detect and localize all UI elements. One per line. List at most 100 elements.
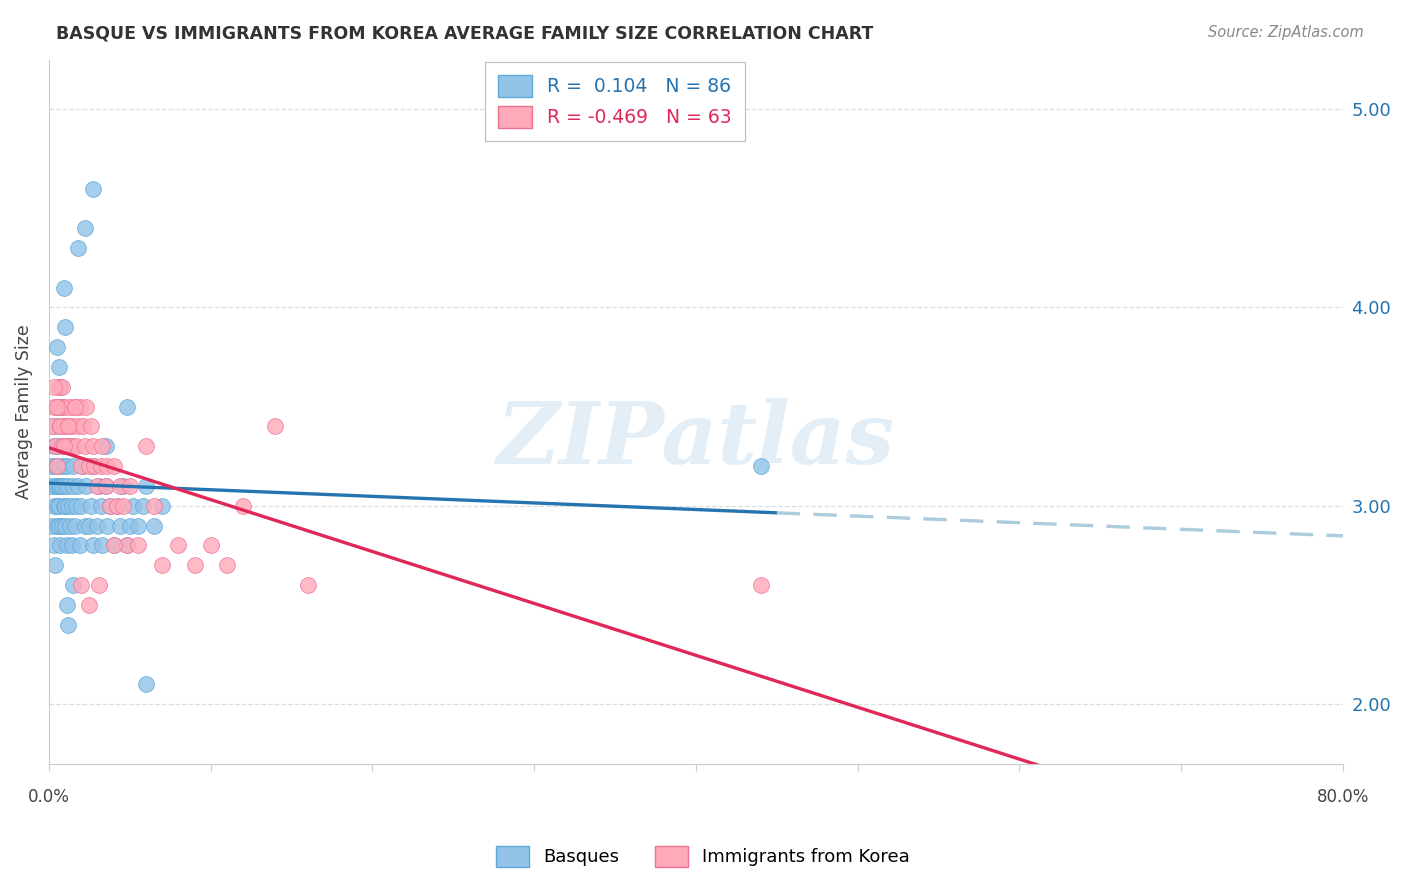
Point — [42, 400, 65, 414]
Point — [122, 499, 145, 513]
Point — [70, 578, 93, 592]
Point — [41, 419, 63, 434]
Point — [73, 518, 96, 533]
Point — [143, 518, 166, 533]
Point — [94, 439, 117, 453]
Point — [53, 439, 76, 453]
Legend: R =  0.104   N = 86, R = -0.469   N = 63: R = 0.104 N = 86, R = -0.469 N = 63 — [485, 62, 745, 141]
Point — [59, 518, 82, 533]
Point — [118, 518, 141, 533]
Point — [59, 439, 82, 453]
Point — [167, 539, 190, 553]
Point — [39, 479, 62, 493]
Y-axis label: Average Family Size: Average Family Size — [15, 324, 32, 499]
Point — [51, 479, 73, 493]
Point — [62, 578, 84, 592]
Point — [46, 340, 69, 354]
Point — [67, 419, 90, 434]
Legend: Basques, Immigrants from Korea: Basques, Immigrants from Korea — [489, 838, 917, 874]
Point — [73, 439, 96, 453]
Point — [94, 479, 117, 493]
Point — [80, 499, 103, 513]
Point — [79, 459, 101, 474]
Point — [70, 499, 93, 513]
Point — [96, 518, 118, 533]
Point — [49, 419, 72, 434]
Point — [59, 400, 82, 414]
Point — [55, 539, 77, 553]
Point — [52, 459, 75, 474]
Point — [60, 539, 83, 553]
Point — [150, 499, 173, 513]
Text: BASQUE VS IMMIGRANTS FROM KOREA AVERAGE FAMILY SIZE CORRELATION CHART: BASQUE VS IMMIGRANTS FROM KOREA AVERAGE … — [56, 25, 873, 43]
Point — [100, 499, 122, 513]
Point — [63, 400, 86, 414]
Point — [87, 578, 110, 592]
Text: 0.0%: 0.0% — [28, 789, 70, 806]
Point — [69, 539, 91, 553]
Point — [53, 400, 76, 414]
Point — [112, 479, 135, 493]
Point — [44, 419, 66, 434]
Point — [115, 539, 138, 553]
Point — [127, 539, 149, 553]
Point — [53, 320, 76, 334]
Point — [103, 539, 125, 553]
Point — [108, 479, 131, 493]
Point — [51, 439, 73, 453]
Point — [118, 479, 141, 493]
Point — [72, 419, 94, 434]
Point — [53, 479, 76, 493]
Point — [90, 499, 112, 513]
Point — [65, 499, 87, 513]
Point — [52, 499, 75, 513]
Point — [58, 499, 80, 513]
Point — [49, 459, 72, 474]
Point — [105, 499, 128, 513]
Point — [48, 499, 70, 513]
Point — [60, 419, 83, 434]
Point — [51, 439, 73, 453]
Point — [91, 539, 114, 553]
Point — [41, 518, 63, 533]
Point — [46, 439, 69, 453]
Point — [46, 499, 69, 513]
Point — [60, 499, 83, 513]
Point — [132, 499, 155, 513]
Point — [264, 419, 287, 434]
Point — [58, 439, 80, 453]
Point — [150, 558, 173, 573]
Point — [82, 181, 104, 195]
Point — [55, 598, 77, 612]
Point — [42, 439, 65, 453]
Point — [48, 518, 70, 533]
Point — [63, 518, 86, 533]
Point — [115, 539, 138, 553]
Text: Source: ZipAtlas.com: Source: ZipAtlas.com — [1208, 25, 1364, 40]
Point — [749, 459, 772, 474]
Point — [135, 439, 157, 453]
Point — [63, 400, 86, 414]
Point — [82, 439, 104, 453]
Point — [87, 479, 110, 493]
Point — [79, 518, 101, 533]
Point — [49, 479, 72, 493]
Point — [83, 459, 105, 474]
Point — [52, 419, 75, 434]
Point — [86, 479, 108, 493]
Point — [80, 419, 103, 434]
Point — [75, 479, 97, 493]
Point — [143, 499, 166, 513]
Point — [48, 359, 70, 374]
Point — [53, 518, 76, 533]
Point — [58, 479, 80, 493]
Point — [103, 459, 125, 474]
Point — [58, 419, 80, 434]
Point — [51, 380, 73, 394]
Point — [70, 459, 93, 474]
Point — [49, 400, 72, 414]
Point — [135, 677, 157, 691]
Text: ZIPatlas: ZIPatlas — [496, 398, 896, 482]
Point — [86, 518, 108, 533]
Point — [215, 558, 238, 573]
